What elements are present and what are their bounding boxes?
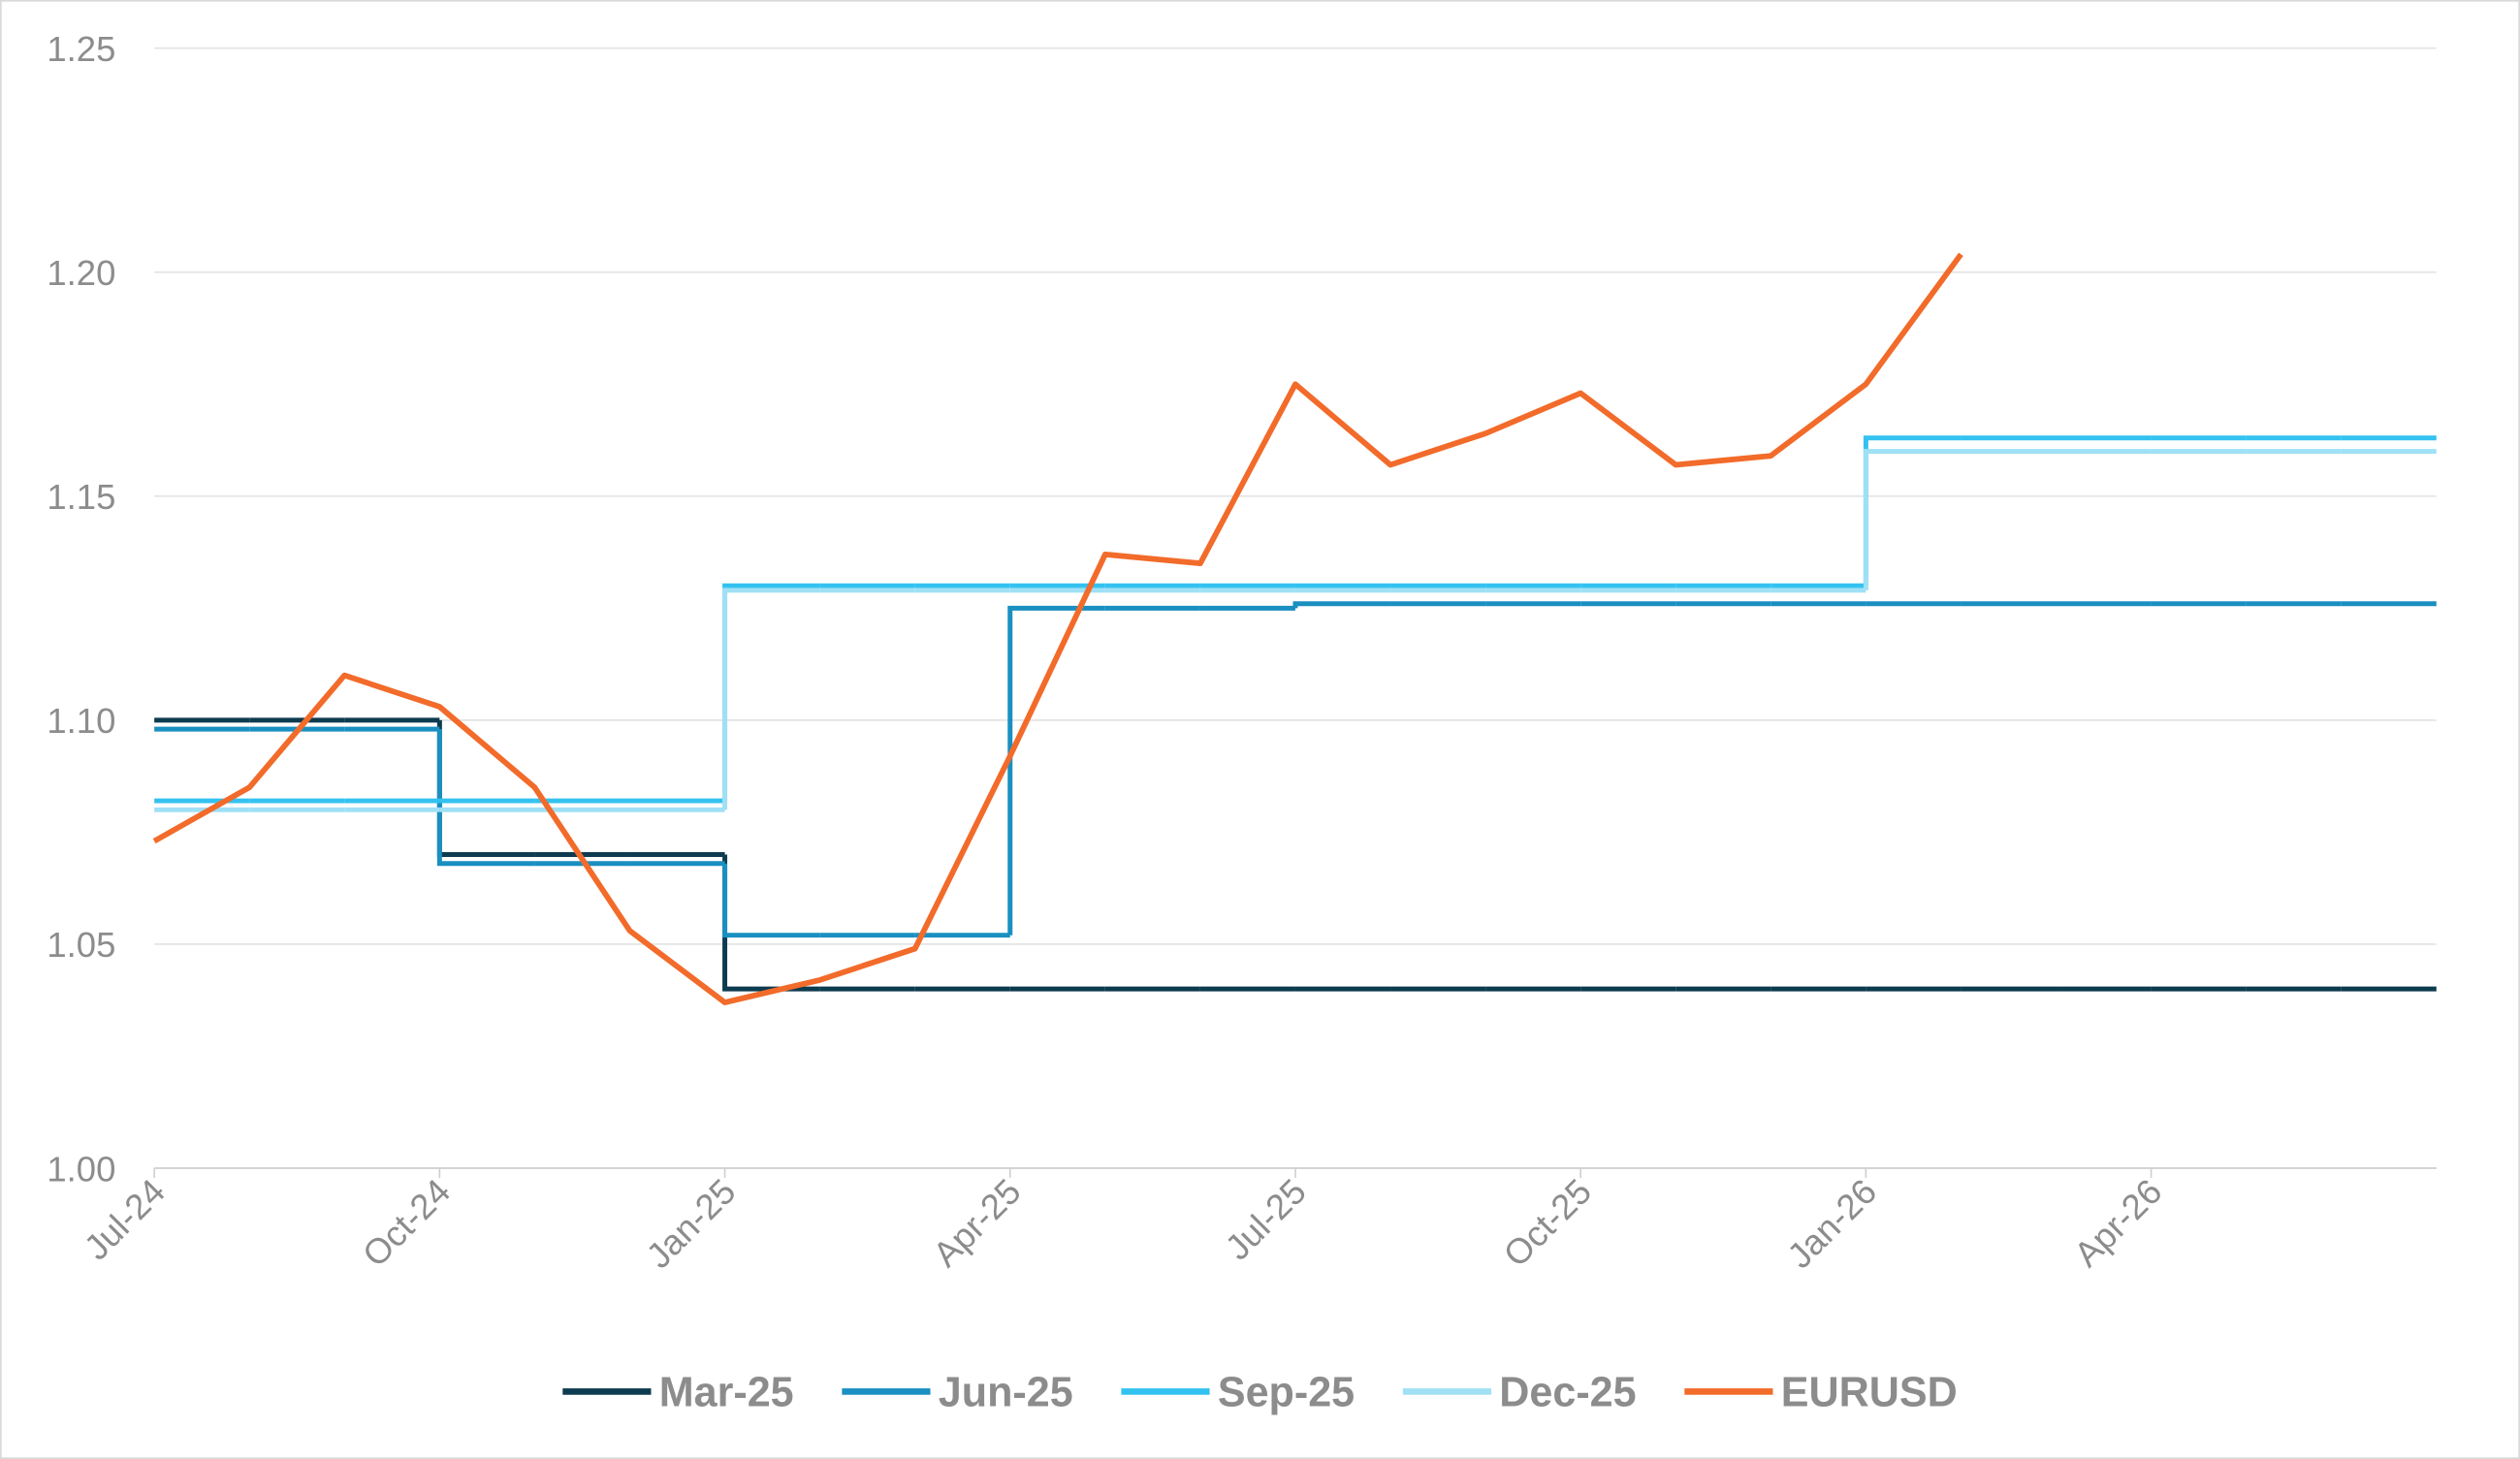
step-segment — [1007, 605, 1105, 936]
legend-item: Jun-25 — [842, 1369, 1073, 1415]
step-segment — [722, 587, 820, 810]
y-tick-label: 1.15 — [47, 477, 115, 517]
legend-label: Mar-25 — [659, 1369, 794, 1415]
legend-label: Jun-25 — [939, 1369, 1073, 1415]
y-tick-label: 1.25 — [47, 29, 115, 69]
step-segment — [1292, 601, 1391, 609]
legend-item: EURUSD — [1684, 1369, 1958, 1415]
step-segment — [722, 863, 820, 938]
legend: Mar-25 Jun-25 Sep-25 Dec-25 EURUSD — [562, 1369, 1958, 1415]
y-tick-label: 1.00 — [47, 1149, 115, 1189]
y-tick-label: 1.20 — [47, 253, 115, 293]
step-segment — [436, 729, 535, 867]
legend-label: EURUSD — [1781, 1369, 1958, 1415]
legend-item: Mar-25 — [562, 1369, 794, 1415]
legend-label: Dec-25 — [1499, 1369, 1636, 1415]
y-tick-label: 1.05 — [47, 925, 115, 965]
step-segment — [1863, 449, 1962, 590]
series-line — [152, 252, 1963, 1005]
legend-item: Sep-25 — [1121, 1369, 1355, 1415]
y-tick-label: 1.10 — [47, 701, 115, 741]
legend-label: Sep-25 — [1218, 1369, 1355, 1415]
legend-item: Dec-25 — [1402, 1369, 1637, 1415]
